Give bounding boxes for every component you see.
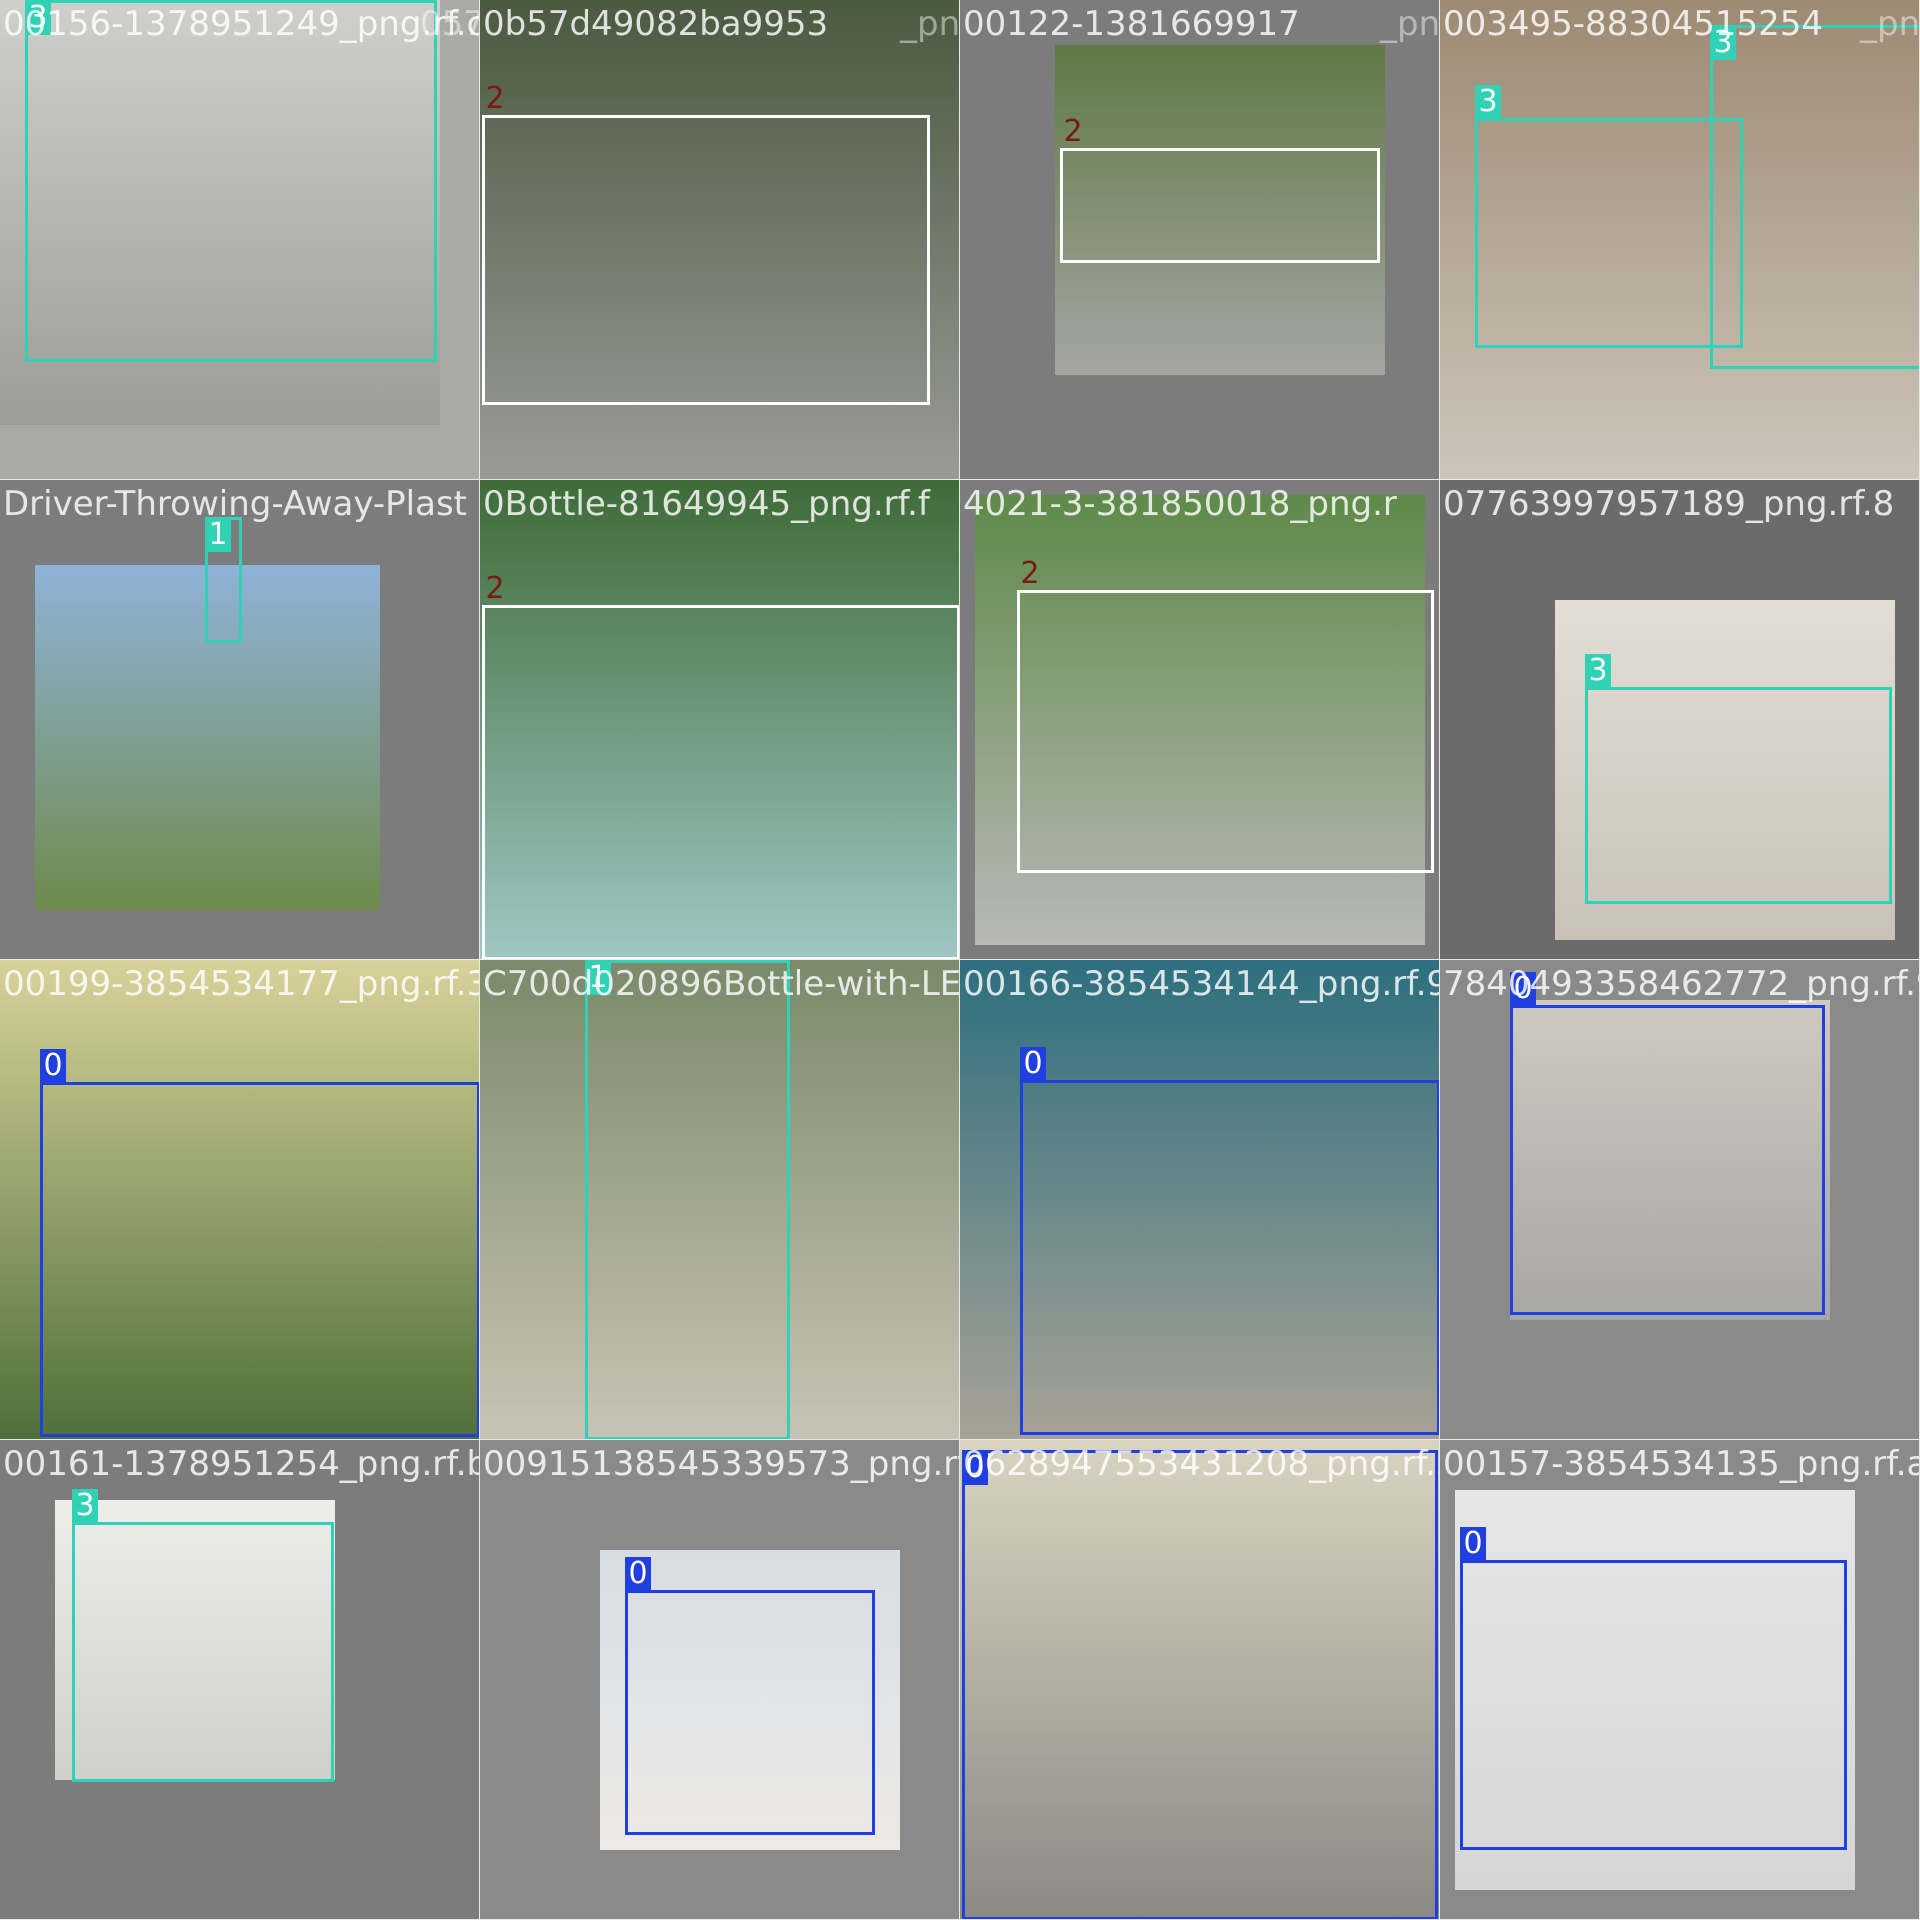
class-label: 2 bbox=[1020, 556, 1040, 591]
class-label: 0 bbox=[962, 1451, 988, 1485]
bicycle-photo bbox=[1510, 1000, 1830, 1320]
tile-filename: 00161-1378951254_png.rf.b bbox=[3, 1444, 480, 1484]
tile-filename: 00122-1381669917 bbox=[963, 4, 1300, 44]
bounding-box: 0 bbox=[962, 1450, 1438, 1919]
class-label: 3 bbox=[72, 1489, 98, 1523]
bicycle-photo bbox=[600, 1550, 900, 1850]
bounding-box: 3 bbox=[1710, 25, 1919, 369]
class-label: 3 bbox=[25, 1, 51, 35]
car-photo bbox=[480, 480, 959, 959]
result-tile: 00915138545339573_png.rf.b 0 bbox=[480, 1440, 960, 1920]
pencil-photo bbox=[0, 0, 440, 425]
car-photo bbox=[480, 0, 959, 479]
class-label: 0 bbox=[625, 1557, 651, 1591]
class-label: 2 bbox=[1063, 114, 1083, 149]
tile-filename-overlay: _png.rf.e bbox=[1380, 4, 1440, 44]
bounding-box: 3 bbox=[1475, 85, 1743, 348]
result-tile: 0b57d49082ba9953_png.rf.a2 bbox=[480, 0, 960, 480]
bicycle-photo bbox=[1455, 1490, 1855, 1890]
bicycle-photo bbox=[0, 960, 479, 1439]
bounding-box: 1 bbox=[585, 960, 790, 1439]
class-label: 3 bbox=[1475, 85, 1501, 119]
class-label: 3 bbox=[1585, 654, 1611, 688]
bounding-box: 0 bbox=[625, 1557, 875, 1835]
result-tile: 00199-3854534177_png.rf.3 0 bbox=[0, 960, 480, 1440]
class-label: 0 bbox=[1020, 1047, 1046, 1081]
bicycle-photo bbox=[960, 1440, 1439, 1919]
tile-filename: 00915138545339573_png.rf.b bbox=[483, 1444, 960, 1484]
pencil-photo bbox=[1555, 600, 1895, 940]
bounding-box: 0 bbox=[1510, 972, 1825, 1315]
bounding-box: 1 bbox=[205, 517, 242, 643]
bounding-box: 3 bbox=[1585, 654, 1892, 904]
tile-filename: 07763997957189_png.rf.8 bbox=[1443, 484, 1895, 524]
bicycle-photo bbox=[960, 960, 1439, 1439]
class-label: 0 bbox=[1460, 1527, 1486, 1561]
result-tile: Driver-Throwing-Away-Plast 1 bbox=[0, 480, 480, 960]
result-tile: 07763997957189_png.rf.8 3 bbox=[1440, 480, 1920, 960]
result-tile: 00157-3854534135_png.rf.a 0 bbox=[1440, 1440, 1920, 1920]
bottle-photo bbox=[480, 960, 959, 1439]
result-tile: 003495-88304515254_png.rf.33 bbox=[1440, 0, 1920, 480]
result-tile: 00122-1381669917 _png.rf.e 2 bbox=[960, 0, 1440, 480]
result-tile: 00166-3854534144_png.rf.9 0 bbox=[960, 960, 1440, 1440]
class-label: 2 bbox=[485, 571, 505, 606]
class-label: 2 bbox=[485, 81, 505, 116]
result-tile: 0Bottle-81649945_png.rf.f 2 bbox=[480, 480, 960, 960]
bounding-box: 2 bbox=[1017, 557, 1434, 873]
bounding-box: 0 bbox=[1020, 1047, 1439, 1435]
class-label: 3 bbox=[1710, 26, 1736, 60]
bounding-box: 2 bbox=[482, 82, 930, 405]
result-tile: 7840493358462772_png.rf.9 0 bbox=[1440, 960, 1920, 1440]
bounding-box: 3 bbox=[72, 1489, 334, 1782]
result-tile: C700d020896Bottle-with-LED-Temperature1 bbox=[480, 960, 960, 1440]
result-tile: 0628947553431208_png.rf.3 0 bbox=[960, 1440, 1440, 1920]
result-tile: 00156-1378951249_png.rf.c0576400823d9534… bbox=[0, 0, 480, 480]
pencils-photo bbox=[55, 1500, 335, 1780]
car-photo bbox=[1055, 45, 1385, 375]
bounding-box: 2 bbox=[482, 572, 959, 959]
class-label: 1 bbox=[585, 961, 611, 995]
bounding-box: 3 bbox=[25, 0, 437, 362]
result-tile: 00161-1378951254_png.rf.b 3 bbox=[0, 1440, 480, 1920]
result-tile: 4021-3-381850018_png.r 2 bbox=[960, 480, 1440, 960]
class-label: 1 bbox=[205, 518, 231, 552]
bounding-box: 2 bbox=[1060, 115, 1380, 263]
class-label: 0 bbox=[1510, 972, 1536, 1006]
bounding-box: 0 bbox=[1460, 1527, 1847, 1850]
bounding-box: 0 bbox=[40, 1049, 479, 1437]
pencils-photo bbox=[1440, 0, 1919, 479]
tile-filename: 00157-3854534135_png.rf.a bbox=[1443, 1444, 1920, 1484]
class-label: 0 bbox=[40, 1049, 66, 1083]
